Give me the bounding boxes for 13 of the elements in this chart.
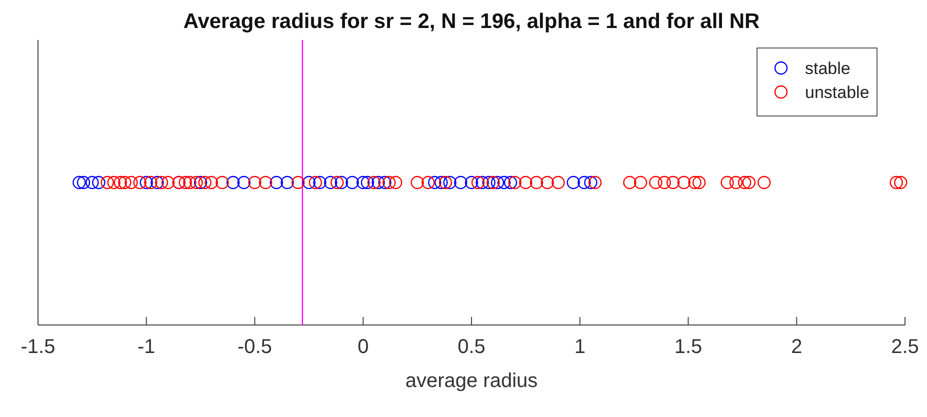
x-tick-label: -1 (137, 336, 156, 358)
chart-title: Average radius for sr = 2, N = 196, alpha = 1 and for all NR (183, 10, 760, 33)
x-tick-label: 1.5 (674, 336, 702, 358)
x-tick-label: 2.5 (891, 336, 919, 358)
legend-label: stable (805, 58, 850, 78)
x-tick-label: 1 (574, 336, 586, 358)
x-tick-label: 2 (791, 336, 802, 358)
x-axis-title: average radius (405, 370, 538, 392)
x-tick-label: 0.5 (458, 336, 486, 358)
x-tick-label: 0 (358, 336, 369, 358)
legend-label: unstable (805, 82, 870, 102)
x-tick-label: -1.5 (20, 336, 56, 358)
x-tick-label: -0.5 (238, 336, 272, 358)
